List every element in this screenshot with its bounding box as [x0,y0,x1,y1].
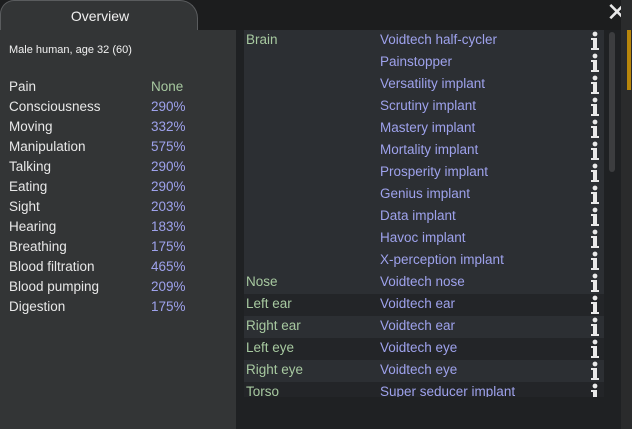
hediff-label: Scrutiny implant [380,98,477,113]
hediff-label: Mastery implant [380,120,476,135]
hediff-row[interactable]: Brain Voidtech half-cycler [244,30,604,52]
capacity-name: Consciousness [9,99,101,114]
hediff-label: Voidtech half-cycler [380,32,498,47]
body-part-label: Right ear [246,318,301,333]
pawn-summary: Male human, age 32 (60) [9,44,132,56]
info-icon[interactable] [588,96,602,118]
info-icon[interactable] [588,140,602,162]
capacity-value: 290% [151,99,186,114]
overview-panel: Male human, age 32 (60) Pain None Consciou… [0,30,236,429]
capacity-name: Breathing [9,239,67,254]
hediff-row[interactable]: Painstopper [244,52,604,74]
body-part-label: Brain [246,32,278,47]
info-icon[interactable] [588,30,602,52]
info-icon[interactable] [588,74,602,96]
info-icon[interactable] [588,338,602,360]
info-icon[interactable] [588,360,602,382]
body-part-label: Torso [246,384,280,397]
scrollbar-thumb[interactable] [609,32,615,172]
capacity-name: Sight [9,199,40,214]
capacity-name: Blood pumping [9,279,100,294]
tab-bar: Overview [0,0,632,30]
info-icon[interactable] [588,316,602,338]
capacity-value: None [151,79,184,94]
hediff-label: Prosperity implant [380,164,489,179]
hediff-row[interactable]: Mastery implant [244,118,604,140]
hediff-row[interactable]: Versatility implant [244,74,604,96]
hediff-label: Voidtech ear [380,318,456,333]
hediff-label: Voidtech eye [380,340,458,355]
capacity-name: Hearing [9,219,57,234]
hediff-row[interactable]: Left eye Voidtech eye [244,338,604,360]
brain-group-background [244,30,604,272]
hediff-row[interactable]: Prosperity implant [244,162,604,184]
hediff-label: Voidtech nose [380,274,465,289]
tab-overview-label: Overview [70,8,130,24]
hediff-row[interactable]: Scrutiny implant [244,96,604,118]
capacity-value: 290% [151,159,186,174]
hediff-row[interactable]: Genius implant [244,184,604,206]
capacity-value: 203% [151,199,186,214]
info-icon[interactable] [588,294,602,316]
capacity-name: Talking [9,159,52,174]
tab-overview[interactable]: Overview [0,0,198,30]
hediff-row[interactable]: Right ear Voidtech ear [244,316,604,338]
info-icon[interactable] [588,118,602,140]
info-icon[interactable] [588,272,602,294]
hediff-label: Voidtech eye [380,362,458,377]
hediff-label: Mortality implant [380,142,479,157]
capacity-value: 290% [151,179,186,194]
hediff-row[interactable]: Right eye Voidtech eye [244,360,604,382]
hediff-label: Genius implant [380,186,471,201]
info-icon[interactable] [588,162,602,184]
hediff-row[interactable]: Torso Super seducer implant [244,382,604,397]
info-icon[interactable] [588,184,602,206]
body-part-label: Right eye [246,362,304,377]
body-part-label: Left ear [246,296,292,311]
capacity-value: 209% [151,279,186,294]
hediff-label: Painstopper [380,54,453,69]
body-part-label: Left eye [246,340,295,355]
hediff-row[interactable]: Havoc implant [244,228,604,250]
capacity-name: Moving [9,119,53,134]
hediff-label: X-perception implant [380,252,504,267]
info-icon[interactable] [588,52,602,74]
hediff-label: Versatility implant [380,76,486,91]
hediff-label: Havoc implant [380,230,466,245]
info-icon[interactable] [588,206,602,228]
capacity-name: Digestion [9,299,66,314]
hediff-row[interactable]: Left ear Voidtech ear [244,294,604,316]
capacity-name: Pain [9,79,37,94]
scrollbar[interactable] [607,30,619,397]
capacity-value: 175% [151,239,186,254]
hediff-label: Super seducer implant [380,384,516,397]
hediff-label: Voidtech ear [380,296,456,311]
info-icon[interactable] [588,228,602,250]
capacity-value: 465% [151,259,186,274]
capacity-value: 575% [151,139,186,154]
hediff-row[interactable]: Data implant [244,206,604,228]
hediff-row[interactable]: X-perception implant [244,250,604,272]
capacity-name: Blood filtration [9,259,95,274]
hediff-row[interactable]: Mortality implant [244,140,604,162]
capacity-value: 332% [151,119,186,134]
capacity-name: Eating [9,179,48,194]
background-edge [621,0,632,429]
hediff-label: Data implant [380,208,456,223]
capacity-name: Manipulation [9,139,86,154]
hediff-row[interactable]: Nose Voidtech nose [244,272,604,294]
capacity-value: 183% [151,219,186,234]
capacity-value: 175% [151,299,186,314]
info-icon[interactable] [588,250,602,272]
body-part-label: Nose [246,274,278,289]
health-list: Brain Voidtech half-cycler Painstopper Vers… [244,30,604,397]
info-icon[interactable] [588,382,602,397]
